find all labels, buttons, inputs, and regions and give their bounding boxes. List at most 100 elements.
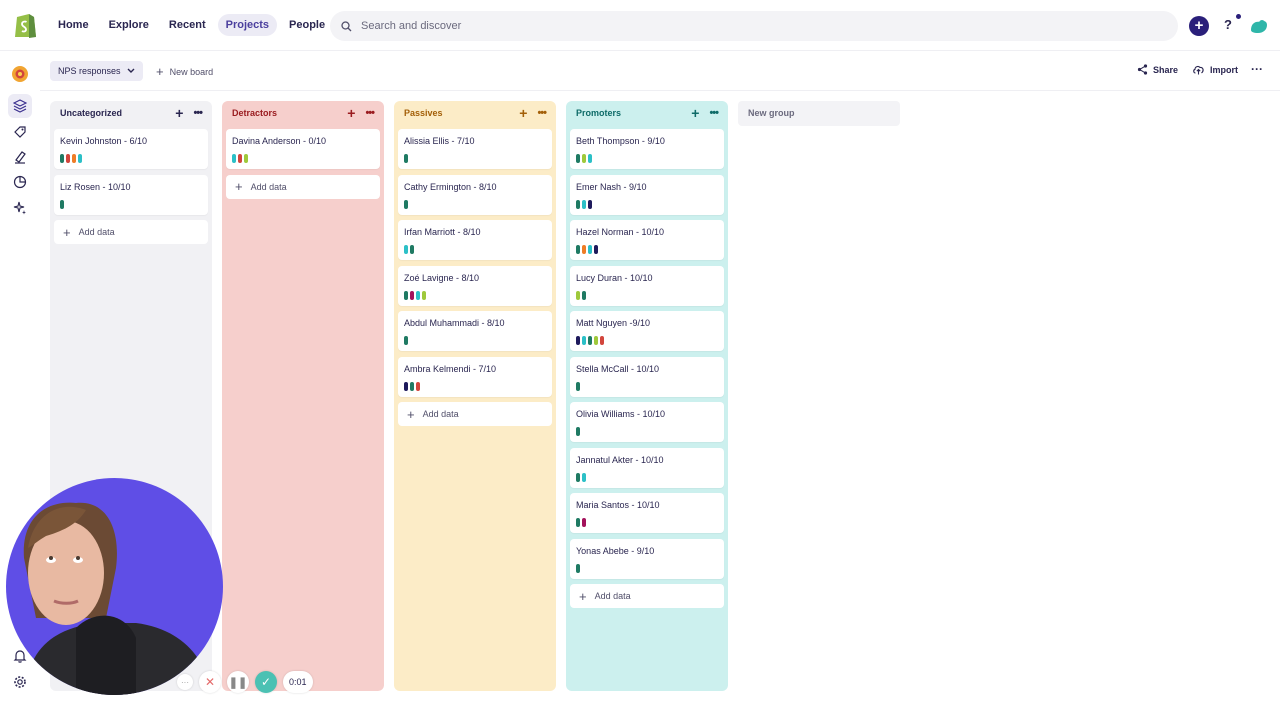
share-label: Share — [1153, 64, 1179, 75]
card-list: Kevin Johnston - 6/10 Liz Rosen - 10/10 + A… — [50, 125, 212, 244]
response-card[interactable]: Jannatul Akter - 10/10 — [570, 447, 724, 488]
column-header: Uncategorized + ••• — [50, 101, 212, 125]
tag-list — [576, 199, 718, 209]
column-title: Passives — [404, 108, 443, 118]
response-card[interactable]: Olivia Williams - 10/10 — [570, 402, 724, 442]
cancel-recording-button[interactable]: ✕ — [199, 671, 221, 693]
main-nav: Home Explore Recent Projects People — [50, 14, 333, 36]
tag-pill — [588, 336, 592, 345]
tag-list — [60, 154, 202, 163]
add-card-icon[interactable]: + — [519, 105, 528, 121]
column-more-icon[interactable]: ••• — [537, 107, 547, 119]
nav-recent[interactable]: Recent — [168, 19, 206, 31]
response-card[interactable]: Lucy Duran - 10/10 — [570, 265, 724, 306]
add-data-button[interactable]: + Add data — [226, 174, 380, 199]
tag-pill — [410, 245, 414, 254]
response-card[interactable]: Liz Rosen - 10/10 — [54, 174, 208, 215]
tag-pill — [72, 154, 76, 163]
layers-icon[interactable] — [8, 94, 32, 118]
board-selector[interactable]: NPS responses — [50, 61, 143, 81]
tag-pill — [422, 290, 426, 300]
nav-projects[interactable]: Projects — [217, 14, 278, 36]
tag-pill — [60, 154, 64, 163]
new-group-button[interactable]: New group — [738, 101, 900, 126]
add-data-button[interactable]: + Add data — [398, 402, 552, 426]
nav-people[interactable]: People — [289, 19, 326, 31]
tag-pill — [576, 290, 580, 300]
response-card[interactable]: Alissia Ellis - 7/10 — [398, 129, 552, 169]
column-more-icon[interactable]: ••• — [709, 107, 719, 119]
tag-list — [576, 381, 718, 391]
response-card[interactable]: Ambra Kelmendi - 7/10 — [398, 356, 552, 397]
recorder-more-button[interactable]: ··· — [177, 674, 193, 690]
pause-recording-button[interactable]: ❚❚ — [227, 671, 249, 693]
response-card[interactable]: Abdul Muhammadi - 8/10 — [398, 311, 552, 351]
tag-list — [404, 199, 546, 209]
shopify-logo[interactable] — [13, 11, 38, 39]
pie-chart-icon[interactable] — [8, 170, 32, 194]
tag-pill — [582, 199, 586, 209]
create-button[interactable]: + — [1189, 16, 1209, 36]
pause-icon: ❚❚ — [228, 676, 248, 689]
tag-icon[interactable] — [8, 120, 32, 144]
tag-pill — [404, 290, 408, 300]
card-title: Kevin Johnston - 6/10 — [60, 136, 148, 146]
import-label: Import — [1210, 64, 1238, 75]
help-button[interactable]: ? — [1224, 17, 1232, 32]
card-title: Emer Nash - 9/10 — [576, 181, 647, 192]
response-card[interactable]: Stella McCall - 10/10 — [570, 356, 724, 397]
response-card[interactable]: Kevin Johnston - 6/10 — [54, 129, 208, 169]
response-card[interactable]: Matt Nguyen -9/10 — [570, 311, 724, 351]
add-card-icon[interactable]: + — [175, 105, 184, 121]
card-title: Maria Santos - 10/10 — [576, 500, 660, 510]
finish-recording-button[interactable]: ✓ — [255, 671, 277, 693]
tag-list — [232, 154, 374, 163]
add-card-icon[interactable]: + — [347, 105, 356, 121]
bell-icon[interactable] — [8, 644, 32, 668]
import-button[interactable]: Import — [1192, 64, 1238, 75]
add-data-button[interactable]: + Add data — [54, 220, 208, 244]
notification-dot — [1236, 14, 1241, 19]
column-title: Detractors — [232, 108, 278, 118]
response-card[interactable]: Hazel Norman - 10/10 — [570, 220, 724, 260]
add-card-icon[interactable]: + — [691, 105, 700, 121]
column-more-icon[interactable]: ••• — [193, 107, 203, 119]
highlighter-icon[interactable] — [8, 145, 32, 169]
settings-gear-icon[interactable] — [8, 670, 32, 694]
search-input[interactable] — [361, 20, 1061, 32]
add-data-button[interactable]: + Add data — [570, 584, 724, 608]
nav-explore[interactable]: Explore — [108, 19, 149, 31]
card-title: Hazel Norman - 10/10 — [576, 227, 665, 237]
response-card[interactable]: Cathy Ermington - 8/10 — [398, 174, 552, 215]
left-sidebar — [0, 51, 40, 702]
tag-list — [576, 290, 718, 300]
card-title: Davina Anderson - 0/10 — [232, 136, 327, 146]
column-passives: Passives + ••• Alissia Ellis - 7/10 Cathy Er… — [394, 101, 556, 691]
column-more-icon[interactable]: ••• — [365, 107, 375, 119]
card-list: Beth Thompson - 9/10 Emer Nash - 9/10 Haze… — [566, 125, 728, 608]
response-card[interactable]: Beth Thompson - 9/10 — [570, 129, 724, 169]
board-name: NPS responses — [58, 66, 121, 76]
tag-list — [576, 336, 718, 345]
tag-pill — [600, 336, 604, 345]
response-card[interactable]: Maria Santos - 10/10 — [570, 493, 724, 533]
nav-home[interactable]: Home — [58, 19, 89, 31]
new-board-button[interactable]: + New board — [156, 64, 213, 79]
user-avatar[interactable] — [1248, 14, 1270, 36]
presenter-video — [23, 502, 211, 695]
share-button[interactable]: Share — [1137, 64, 1178, 75]
workspace-logo-icon[interactable] — [8, 62, 32, 86]
tag-pill — [576, 563, 580, 573]
response-card[interactable]: Emer Nash - 9/10 — [570, 174, 724, 215]
search-icon — [341, 20, 352, 31]
more-options-icon[interactable]: ··· — [1251, 62, 1263, 76]
response-card[interactable]: Yonas Abebe - 9/10 — [570, 538, 724, 579]
tag-list — [576, 154, 718, 163]
plus-icon: + — [407, 406, 415, 422]
card-title: Stella McCall - 10/10 — [576, 363, 660, 374]
search-bar[interactable] — [330, 11, 1178, 41]
response-card[interactable]: Irfan Marriott - 8/10 — [398, 220, 552, 260]
response-card[interactable]: Zoé Lavigne - 8/10 — [398, 265, 552, 306]
response-card[interactable]: Davina Anderson - 0/10 — [226, 129, 380, 169]
sparkles-icon[interactable] — [8, 196, 32, 220]
